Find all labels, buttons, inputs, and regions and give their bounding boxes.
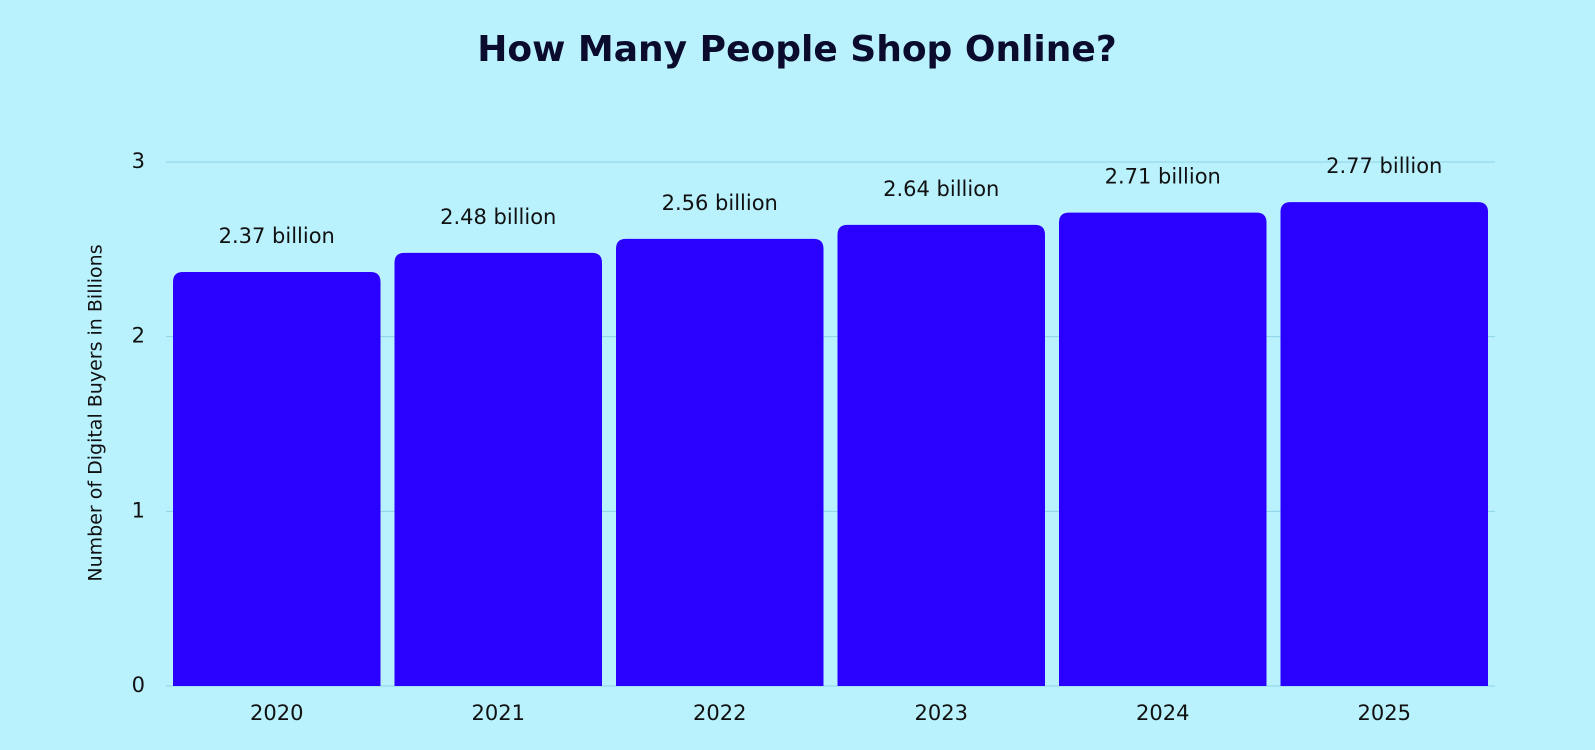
x-tick-label: 2021 [472,701,525,725]
value-label: 2.71 billion [1105,165,1221,189]
y-axis-label: Number of Digital Buyers in Billions [85,244,107,581]
x-tick-label: 2020 [250,701,303,725]
value-label: 2.64 billion [883,177,999,201]
chart-title: How Many People Shop Online? [477,29,1116,70]
bar [173,272,381,686]
bar [1280,202,1488,686]
bar [837,224,1045,686]
x-tick-label: 2025 [1358,701,1411,725]
y-tick-label: 3 [132,149,145,173]
bar [1059,212,1267,687]
value-label: 2.77 billion [1326,154,1442,178]
value-label: 2.37 billion [219,224,335,248]
y-tick-label: 2 [132,324,145,348]
x-tick-label: 2023 [915,701,968,725]
value-label: 2.48 billion [440,205,556,229]
x-tick-label: 2022 [693,701,746,725]
y-tick-label: 0 [132,673,145,697]
value-label: 2.56 billion [662,191,778,215]
x-tick-label: 2024 [1136,701,1189,725]
bar [616,238,824,686]
y-tick-label: 1 [132,498,145,522]
bar [394,252,602,686]
